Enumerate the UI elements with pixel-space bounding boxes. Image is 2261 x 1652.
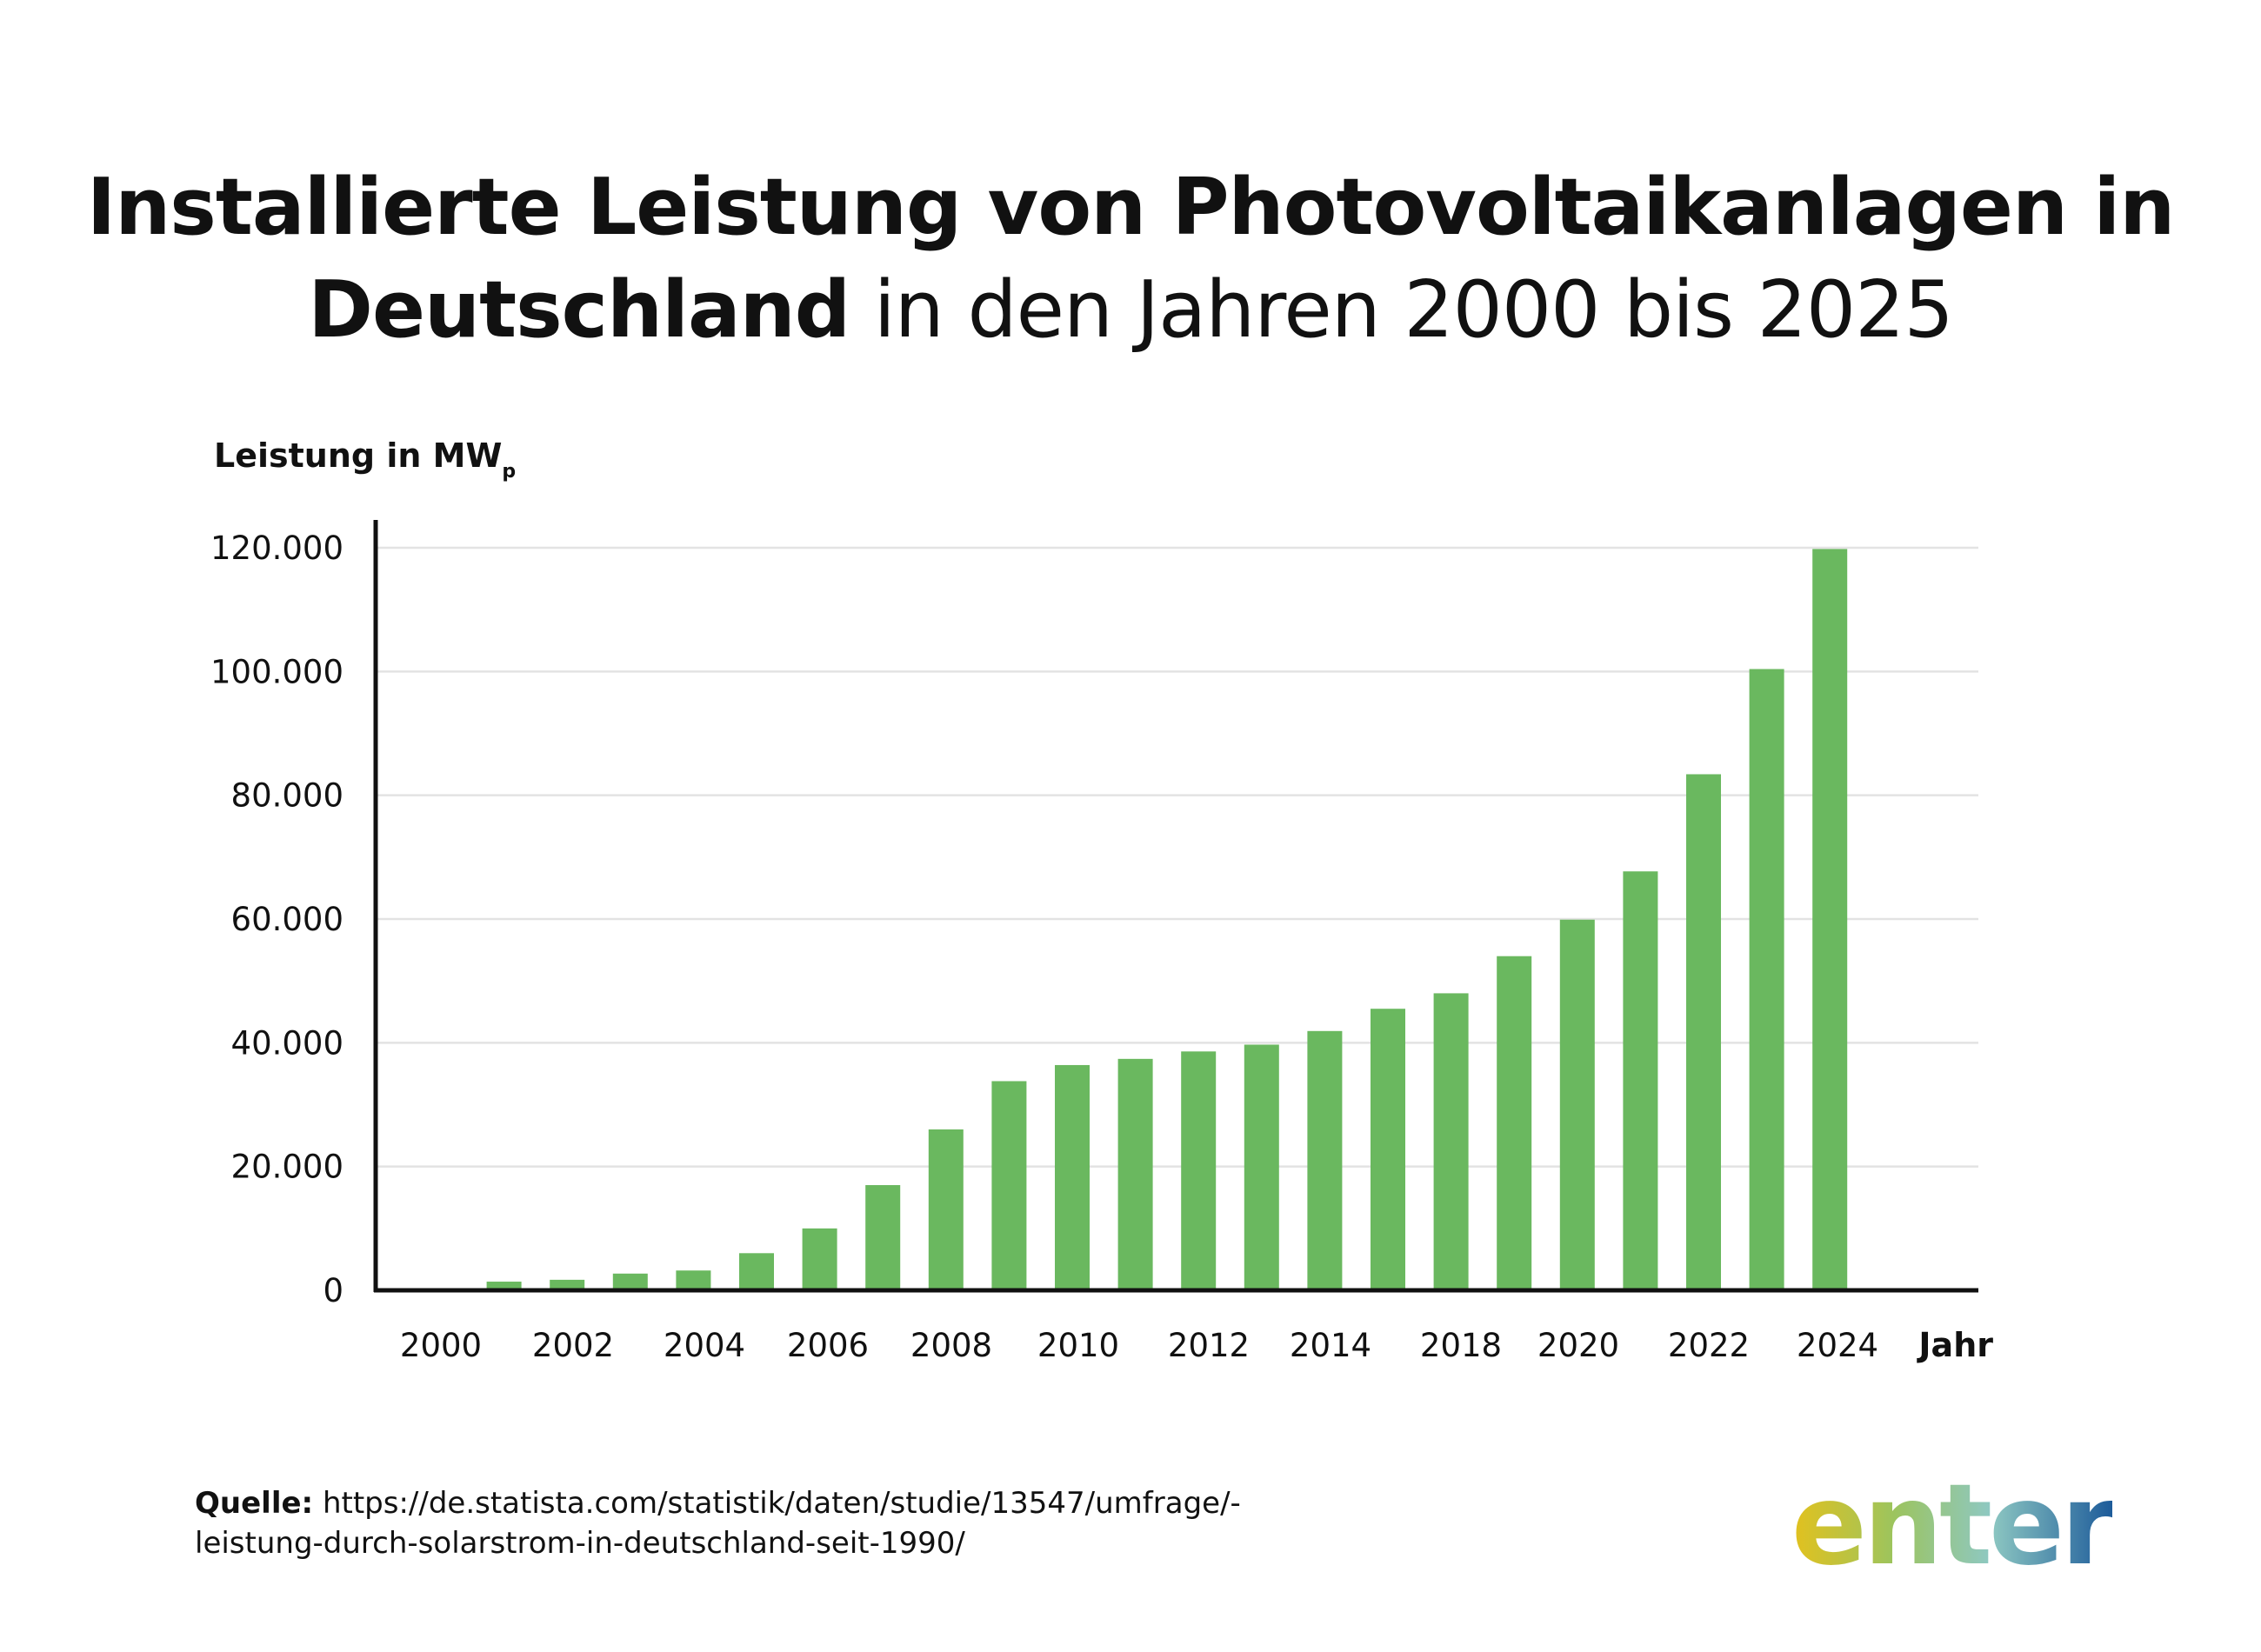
bar-13 bbox=[1244, 1044, 1279, 1290]
bar-20 bbox=[1686, 774, 1721, 1290]
x-axis-title: Jahr bbox=[1916, 1326, 1993, 1364]
y-axis-title-text: Leistung in MW bbox=[214, 436, 503, 475]
chart-title-line-1: Installierte Leistung von Photovoltaikan… bbox=[86, 162, 2176, 253]
x-tick-label-2000: 2000 bbox=[400, 1327, 482, 1364]
bar-14 bbox=[1307, 1030, 1343, 1290]
bar-15 bbox=[1371, 1009, 1405, 1290]
bar-2 bbox=[550, 1279, 585, 1290]
y-tick-label-3: 60.000 bbox=[231, 901, 343, 938]
y-tick-label-6: 120.000 bbox=[210, 530, 343, 567]
source-label: Quelle: bbox=[195, 1486, 314, 1521]
bar-10 bbox=[1055, 1064, 1090, 1290]
chart-title-rest: in den Jahren 2000 bis 2025 bbox=[850, 264, 1954, 356]
bar-4 bbox=[676, 1270, 711, 1290]
bars bbox=[486, 549, 1848, 1290]
y-axis-title-subscript: p bbox=[502, 461, 517, 483]
bar-18 bbox=[1559, 919, 1595, 1290]
x-tick-label-2018: 2018 bbox=[1420, 1327, 1502, 1364]
y-tick-labels: 0 20.000 40.000 60.000 80.000 100.000 120.000 bbox=[210, 530, 343, 1309]
chart-title: Installierte Leistung von Photovoltaikan… bbox=[0, 157, 2261, 362]
x-tick-label-2006: 2006 bbox=[787, 1327, 869, 1364]
x-tick-label-2014: 2014 bbox=[1290, 1327, 1371, 1364]
bar-22 bbox=[1812, 549, 1848, 1290]
bar-9 bbox=[991, 1081, 1027, 1290]
bar-16 bbox=[1433, 993, 1469, 1290]
y-axis-title: Leistung in MWp bbox=[214, 436, 516, 483]
x-tick-label-2004: 2004 bbox=[664, 1327, 745, 1364]
y-tick-label-5: 100.000 bbox=[210, 653, 343, 690]
bar-5 bbox=[739, 1253, 774, 1290]
enter-logo: enter bbox=[1791, 1461, 2116, 1590]
bar-12 bbox=[1181, 1051, 1217, 1290]
bar-11 bbox=[1117, 1058, 1153, 1290]
bar-1 bbox=[486, 1282, 522, 1290]
bar-21 bbox=[1749, 669, 1784, 1290]
chart-title-line-2: Deutschland in den Jahren 2000 bis 2025 bbox=[0, 259, 2261, 362]
bar-6 bbox=[802, 1228, 837, 1290]
y-tick-label-2: 40.000 bbox=[231, 1024, 343, 1062]
bar-17 bbox=[1497, 956, 1532, 1290]
x-tick-label-2012: 2012 bbox=[1168, 1327, 1250, 1364]
source-url: https://de.statista.com/statistik/daten/… bbox=[195, 1486, 1241, 1561]
bar-7 bbox=[865, 1185, 901, 1290]
y-tick-label-4: 80.000 bbox=[231, 777, 343, 815]
x-tick-label-2008: 2008 bbox=[910, 1327, 992, 1364]
x-tick-label-2002: 2002 bbox=[532, 1327, 614, 1364]
x-tick-label-2022: 2022 bbox=[1668, 1327, 1750, 1364]
source-note: Quelle: https://de.statista.com/statisti… bbox=[195, 1483, 1325, 1563]
bar-3 bbox=[612, 1273, 648, 1290]
x-tick-label-2010: 2010 bbox=[1037, 1327, 1119, 1364]
x-tick-labels: 2000 2002 2004 2006 2008 2010 2012 2014 2018 2020… bbox=[400, 1327, 1878, 1364]
bar-8 bbox=[928, 1129, 964, 1290]
y-tick-label-1: 20.000 bbox=[231, 1149, 343, 1186]
y-tick-label-0: 0 bbox=[323, 1272, 343, 1309]
x-tick-label-2024: 2024 bbox=[1797, 1327, 1878, 1364]
bar-19 bbox=[1623, 871, 1658, 1290]
x-tick-label-2020: 2020 bbox=[1537, 1327, 1619, 1364]
gridlines bbox=[376, 546, 1978, 1168]
chart-title-bold-part: Deutschland bbox=[308, 264, 850, 356]
axes bbox=[373, 520, 1978, 1293]
